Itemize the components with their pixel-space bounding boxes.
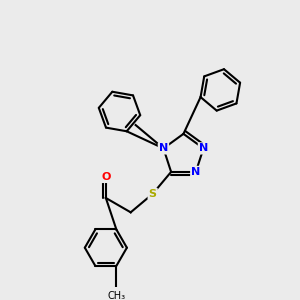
Text: N: N	[159, 143, 168, 153]
Text: N: N	[191, 167, 200, 177]
Text: N: N	[199, 143, 208, 153]
Text: S: S	[149, 189, 157, 199]
Text: O: O	[101, 172, 110, 182]
Text: CH₃: CH₃	[107, 291, 125, 300]
